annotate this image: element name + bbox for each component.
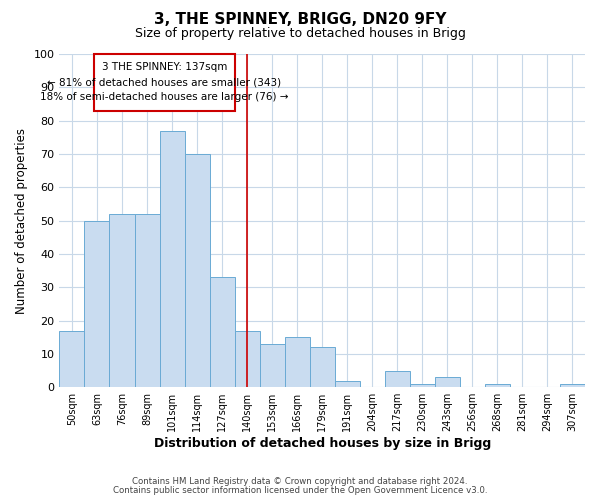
Bar [485,384,510,387]
Bar [410,384,435,387]
Bar [560,384,585,387]
Bar [185,154,209,387]
Bar [335,380,360,387]
Y-axis label: Number of detached properties: Number of detached properties [15,128,28,314]
Text: Size of property relative to detached houses in Brigg: Size of property relative to detached ho… [134,28,466,40]
Bar [385,370,410,387]
Text: ← 81% of detached houses are smaller (343): ← 81% of detached houses are smaller (34… [47,78,281,88]
Bar [109,214,134,387]
Bar [435,377,460,387]
X-axis label: Distribution of detached houses by size in Brigg: Distribution of detached houses by size … [154,437,491,450]
Text: Contains HM Land Registry data © Crown copyright and database right 2024.: Contains HM Land Registry data © Crown c… [132,477,468,486]
Bar [85,220,109,387]
Text: Contains public sector information licensed under the Open Government Licence v3: Contains public sector information licen… [113,486,487,495]
FancyBboxPatch shape [94,54,235,110]
Text: 3 THE SPINNEY: 137sqm: 3 THE SPINNEY: 137sqm [102,62,227,72]
Bar [284,337,310,387]
Bar [310,347,335,387]
Bar [209,277,235,387]
Text: 18% of semi-detached houses are larger (76) →: 18% of semi-detached houses are larger (… [40,92,289,102]
Bar [260,344,284,387]
Bar [134,214,160,387]
Bar [235,330,260,387]
Text: 3, THE SPINNEY, BRIGG, DN20 9FY: 3, THE SPINNEY, BRIGG, DN20 9FY [154,12,446,28]
Bar [160,130,185,387]
Bar [59,330,85,387]
